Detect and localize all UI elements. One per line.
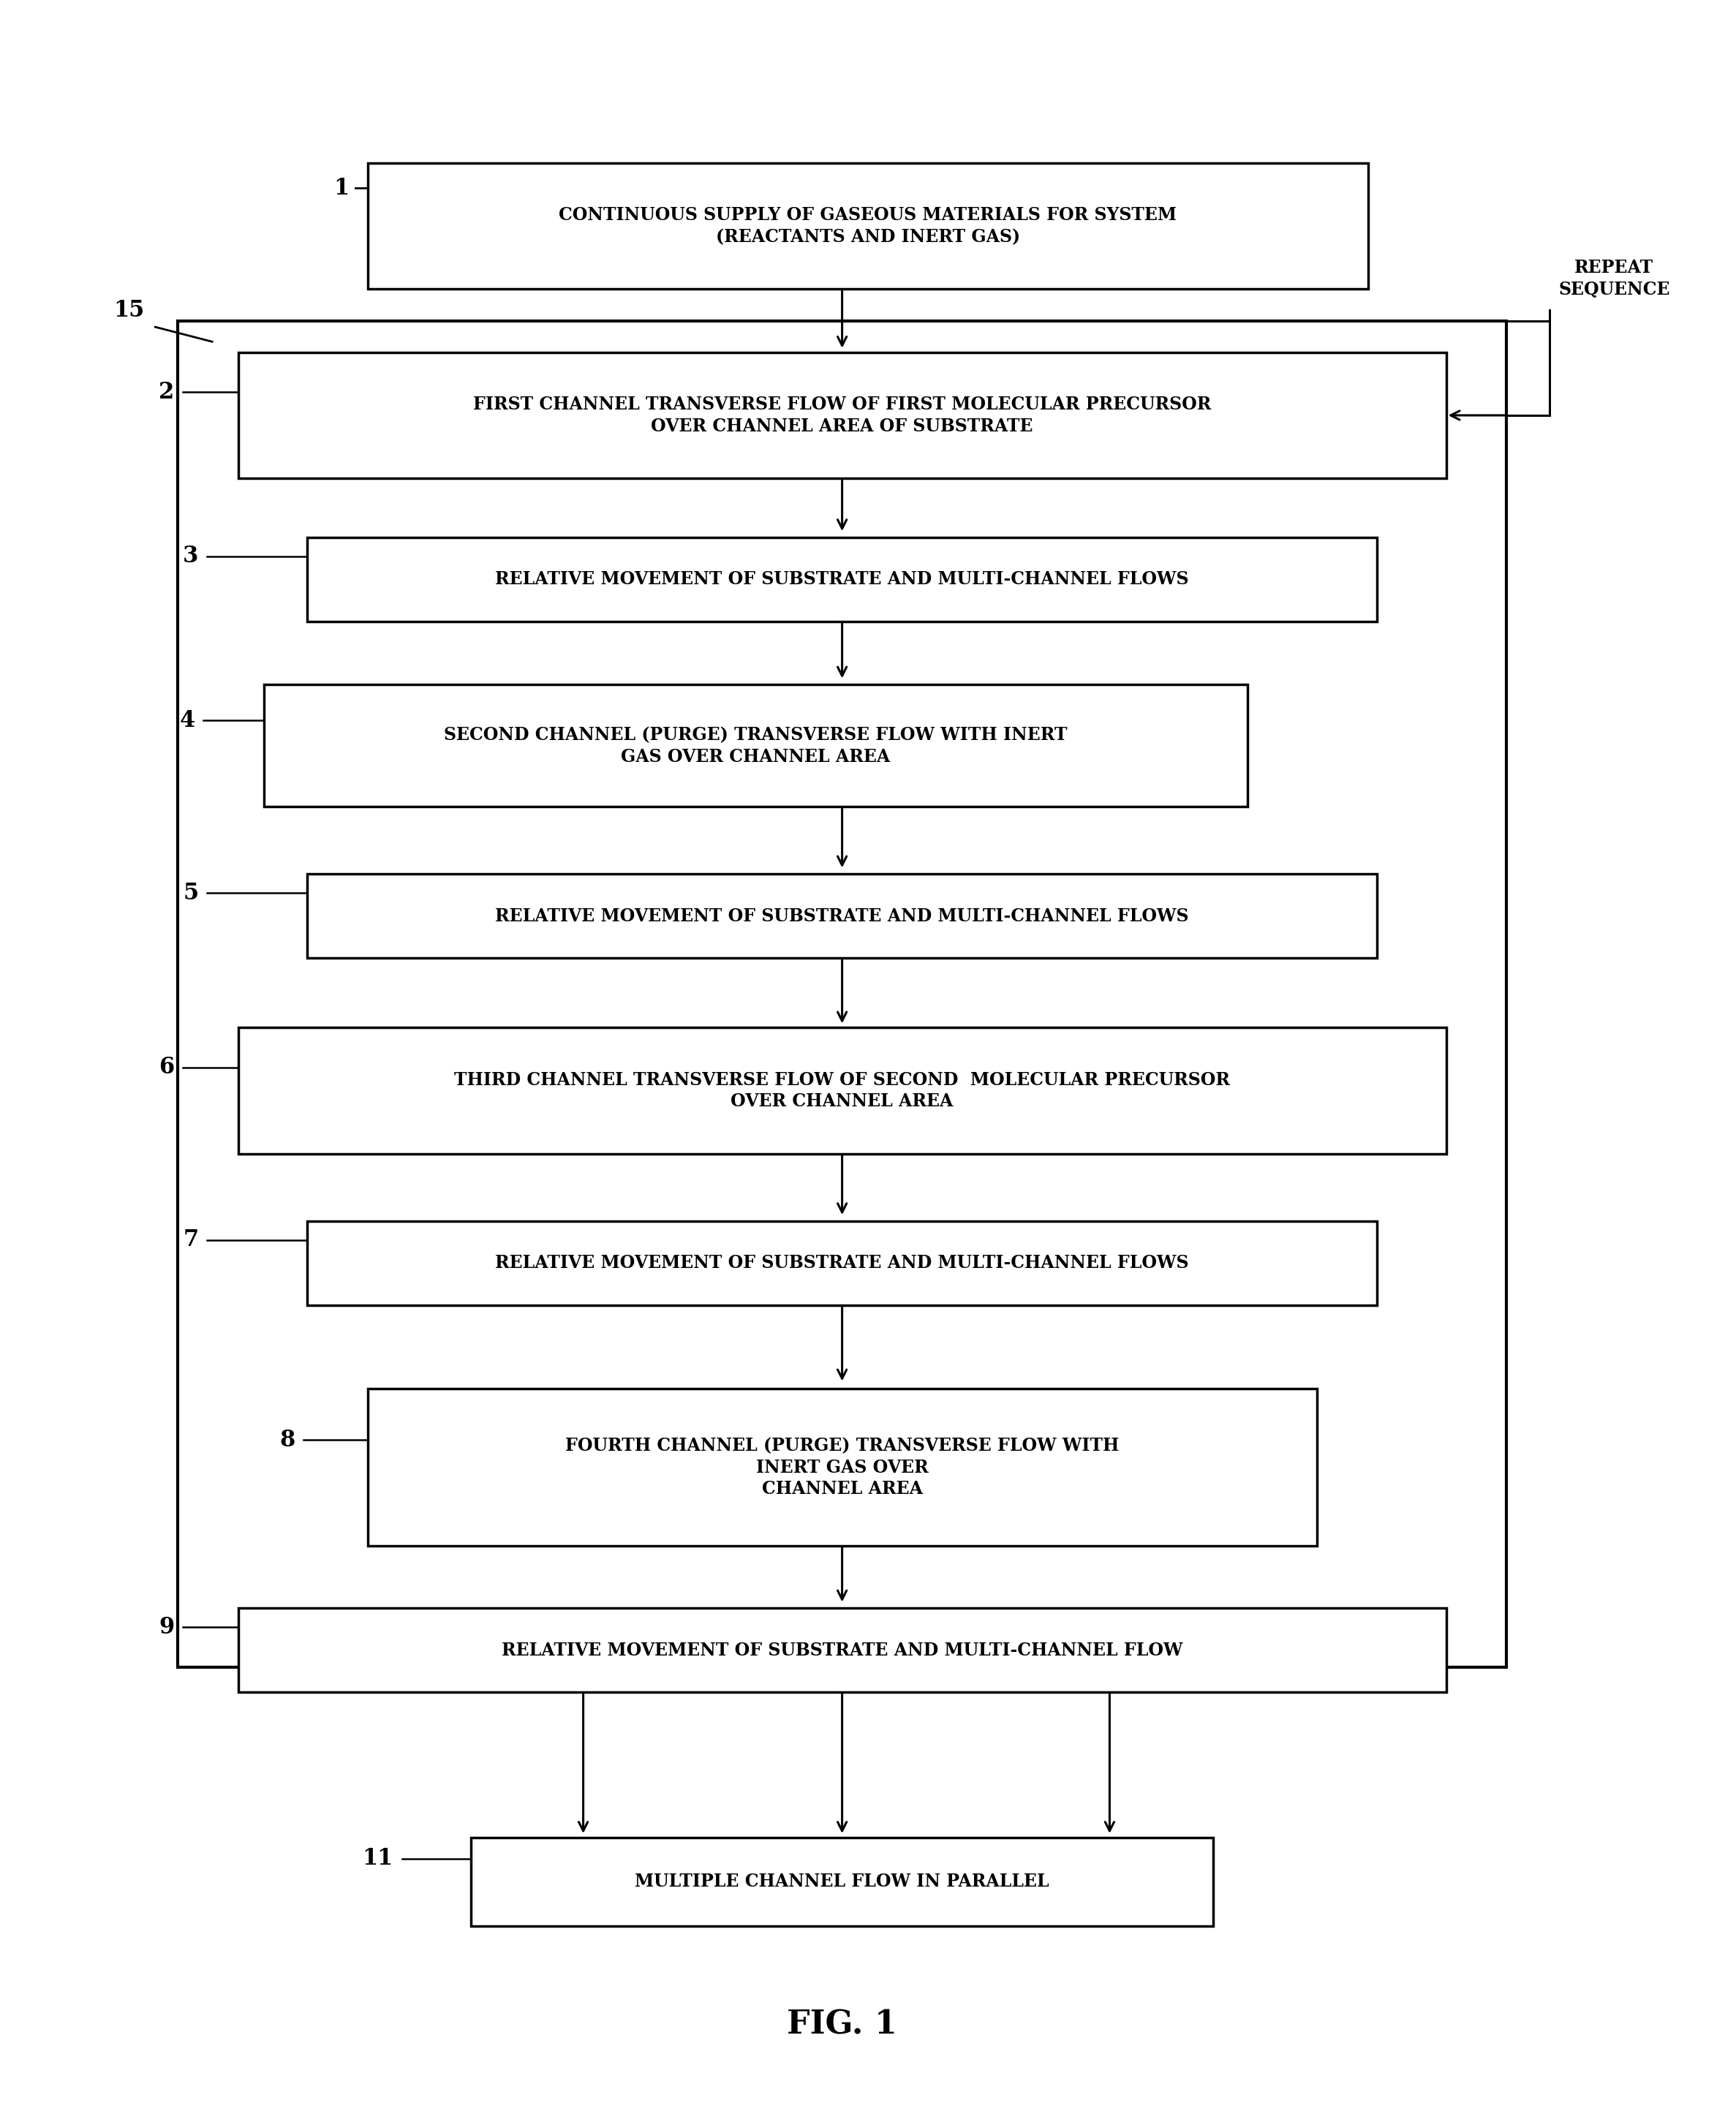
- Text: 1: 1: [333, 178, 349, 199]
- Text: RELATIVE MOVEMENT OF SUBSTRATE AND MULTI-CHANNEL FLOW: RELATIVE MOVEMENT OF SUBSTRATE AND MULTI…: [502, 1640, 1182, 1659]
- Text: 7: 7: [182, 1228, 198, 1251]
- Text: 9: 9: [158, 1615, 174, 1638]
- Text: 11: 11: [363, 1848, 394, 1871]
- Bar: [238, 353, 1446, 478]
- Text: REPEAT
SEQUENCE: REPEAT SEQUENCE: [1559, 258, 1670, 298]
- Bar: [307, 1222, 1377, 1304]
- Bar: [238, 1609, 1446, 1693]
- Text: 8: 8: [279, 1429, 295, 1450]
- Text: RELATIVE MOVEMENT OF SUBSTRATE AND MULTI-CHANNEL FLOWS: RELATIVE MOVEMENT OF SUBSTRATE AND MULTI…: [495, 907, 1189, 924]
- Bar: [177, 321, 1507, 1668]
- Text: MULTIPLE CHANNEL FLOW IN PARALLEL: MULTIPLE CHANNEL FLOW IN PARALLEL: [635, 1873, 1049, 1890]
- Text: RELATIVE MOVEMENT OF SUBSTRATE AND MULTI-CHANNEL FLOWS: RELATIVE MOVEMENT OF SUBSTRATE AND MULTI…: [495, 571, 1189, 588]
- Text: RELATIVE MOVEMENT OF SUBSTRATE AND MULTI-CHANNEL FLOWS: RELATIVE MOVEMENT OF SUBSTRATE AND MULTI…: [495, 1254, 1189, 1273]
- Text: FIRST CHANNEL TRANSVERSE FLOW OF FIRST MOLECULAR PRECURSOR
OVER CHANNEL AREA OF : FIRST CHANNEL TRANSVERSE FLOW OF FIRST M…: [472, 395, 1212, 435]
- Text: 2: 2: [158, 381, 174, 404]
- Bar: [307, 537, 1377, 622]
- Text: 4: 4: [179, 708, 194, 731]
- Text: SECOND CHANNEL (PURGE) TRANSVERSE FLOW WITH INERT
GAS OVER CHANNEL AREA: SECOND CHANNEL (PURGE) TRANSVERSE FLOW W…: [444, 725, 1068, 765]
- Bar: [368, 1389, 1316, 1545]
- Text: CONTINUOUS SUPPLY OF GASEOUS MATERIALS FOR SYSTEM
(REACTANTS AND INERT GAS): CONTINUOUS SUPPLY OF GASEOUS MATERIALS F…: [559, 207, 1177, 245]
- Text: THIRD CHANNEL TRANSVERSE FLOW OF SECOND  MOLECULAR PRECURSOR
OVER CHANNEL AREA: THIRD CHANNEL TRANSVERSE FLOW OF SECOND …: [455, 1072, 1231, 1110]
- Text: 5: 5: [182, 882, 198, 905]
- Bar: [307, 873, 1377, 958]
- Bar: [470, 1837, 1213, 1926]
- Text: 6: 6: [158, 1057, 174, 1078]
- Bar: [264, 685, 1248, 808]
- Text: 3: 3: [182, 545, 198, 569]
- Text: 15: 15: [115, 298, 144, 321]
- Text: FIG. 1: FIG. 1: [786, 2008, 898, 2040]
- Text: FOURTH CHANNEL (PURGE) TRANSVERSE FLOW WITH
INERT GAS OVER
CHANNEL AREA: FOURTH CHANNEL (PURGE) TRANSVERSE FLOW W…: [566, 1438, 1120, 1497]
- Bar: [238, 1027, 1446, 1154]
- Bar: [368, 163, 1368, 290]
